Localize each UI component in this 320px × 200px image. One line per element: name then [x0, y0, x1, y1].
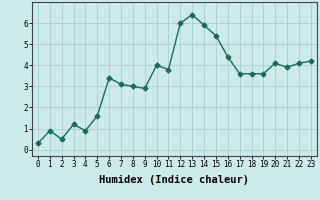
X-axis label: Humidex (Indice chaleur): Humidex (Indice chaleur)	[100, 175, 249, 185]
